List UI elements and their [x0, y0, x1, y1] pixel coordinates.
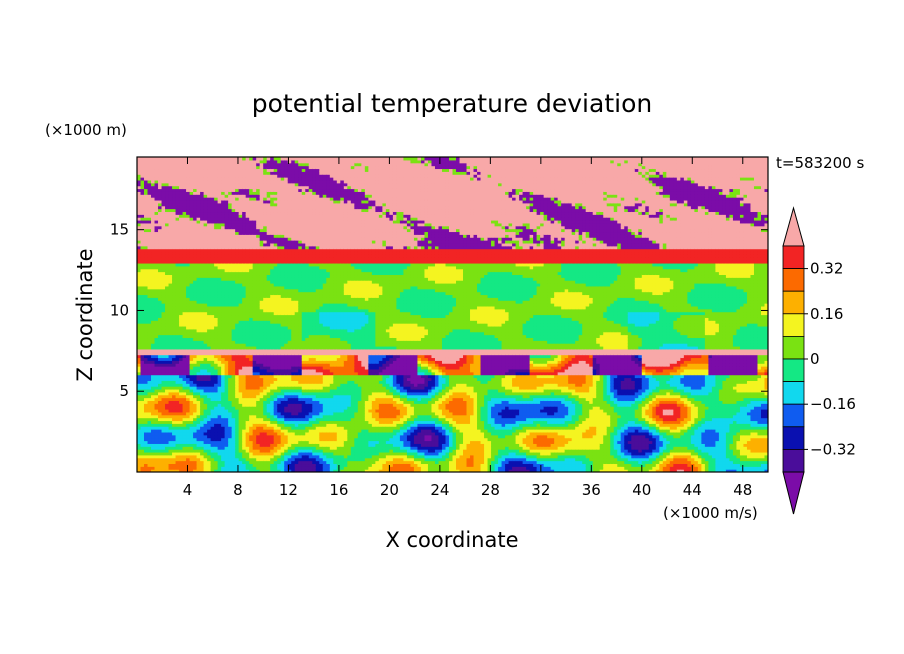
x-unit-label: (×1000 m/s) [663, 504, 758, 522]
contour-field [137, 157, 769, 473]
y-axis-label: Z coordinate [73, 248, 97, 381]
y-unit-label: (×1000 m) [45, 121, 127, 139]
time-label: t=583200 s [776, 154, 864, 172]
x-axis-label: X coordinate [385, 528, 518, 552]
chart-title: potential temperature deviation [252, 89, 652, 118]
